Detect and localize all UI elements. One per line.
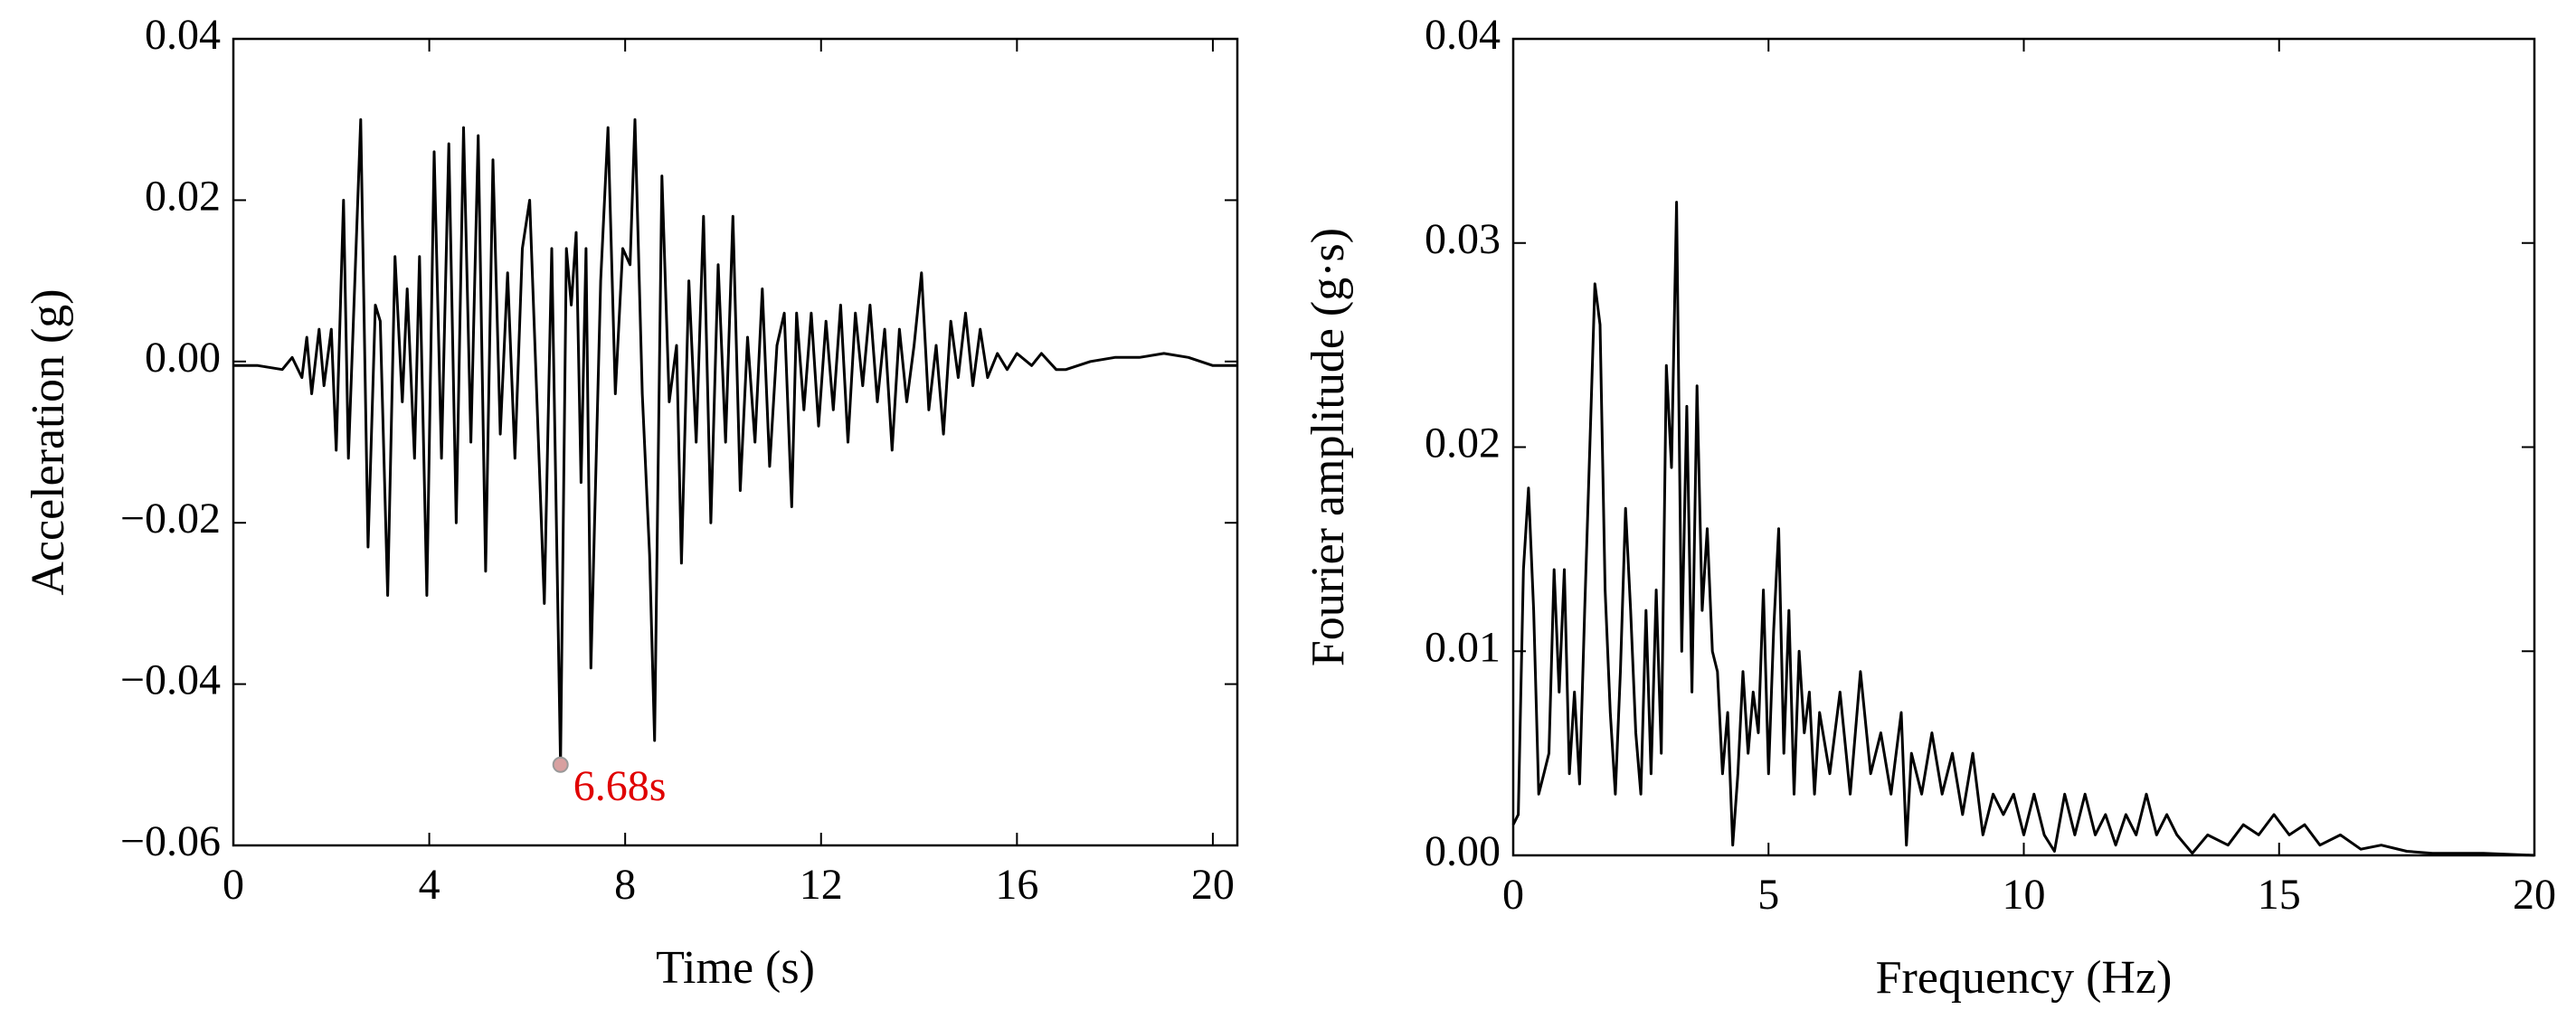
y-tick-label: 0.00 [1425, 827, 1501, 875]
y-tick-label: −0.06 [120, 817, 221, 865]
x-tick-label: 20 [1191, 861, 1235, 909]
annotation-marker [552, 756, 569, 773]
y-tick-label: 0.00 [145, 334, 221, 382]
x-tick-label: 5 [1757, 871, 1779, 919]
x-tick-label: 0 [1502, 871, 1524, 919]
plot-frame [232, 37, 1239, 847]
panel: 0 5 10 15 20 0.00 0.01 0.02 0.03 0.04 Frequency (H… [1302, 11, 2556, 1004]
x-tick-label: 4 [419, 861, 440, 909]
data-line [233, 118, 1237, 767]
x-tick-label: 16 [995, 861, 1038, 909]
y-tick-label: 0.01 [1425, 623, 1501, 671]
x-axis-label: Time (s) [656, 942, 815, 994]
y-tick-label: 0.03 [1425, 215, 1501, 263]
annotation-label: 6.68s [573, 762, 667, 810]
x-tick-label: 20 [2513, 871, 2556, 919]
data-line [1511, 201, 2535, 857]
x-tick-label: 15 [2258, 871, 2301, 919]
x-tick-label: 8 [614, 861, 636, 909]
y-tick-label: 0.02 [1425, 420, 1501, 467]
x-tick-label: 0 [223, 861, 244, 909]
x-axis-label: Frequency (Hz) [1876, 952, 2173, 1004]
x-tick-label: 12 [800, 861, 843, 909]
y-tick-label: 0.04 [1425, 11, 1501, 59]
y-tick-label: −0.02 [120, 495, 221, 543]
panel: 0 4 8 12 16 20 −0.06 −0.04 −0.02 0.00 0.02 0.04 Time… [23, 11, 1239, 994]
plot-frame [1511, 37, 2536, 857]
x-tick-label: 10 [2003, 871, 2046, 919]
y-tick-label: 0.04 [145, 11, 221, 59]
y-tick-label: 0.02 [145, 172, 221, 220]
y-axis-label: Fourier amplitude (g·s) [1302, 228, 1354, 666]
y-tick-label: −0.04 [120, 656, 221, 704]
y-axis-label: Acceleration (g) [23, 288, 74, 595]
